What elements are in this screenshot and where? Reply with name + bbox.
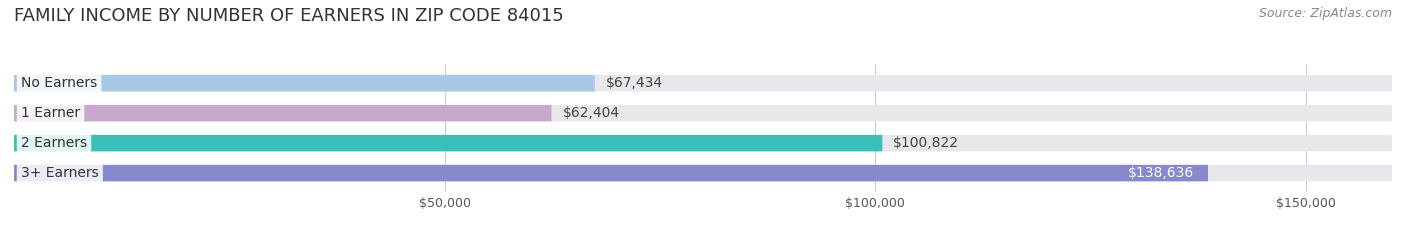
Text: $100,822: $100,822: [893, 136, 959, 150]
FancyBboxPatch shape: [14, 135, 883, 151]
FancyBboxPatch shape: [14, 165, 1392, 181]
FancyBboxPatch shape: [14, 165, 1208, 181]
FancyBboxPatch shape: [14, 75, 1392, 92]
Text: No Earners: No Earners: [21, 76, 97, 90]
Text: 2 Earners: 2 Earners: [21, 136, 87, 150]
Text: $67,434: $67,434: [606, 76, 664, 90]
FancyBboxPatch shape: [14, 105, 551, 121]
Text: 1 Earner: 1 Earner: [21, 106, 80, 120]
Text: 3+ Earners: 3+ Earners: [21, 166, 98, 180]
FancyBboxPatch shape: [14, 75, 595, 92]
Text: $138,636: $138,636: [1128, 166, 1194, 180]
Text: Source: ZipAtlas.com: Source: ZipAtlas.com: [1258, 7, 1392, 20]
FancyBboxPatch shape: [14, 105, 1392, 121]
FancyBboxPatch shape: [14, 135, 1392, 151]
Text: $62,404: $62,404: [562, 106, 620, 120]
Text: FAMILY INCOME BY NUMBER OF EARNERS IN ZIP CODE 84015: FAMILY INCOME BY NUMBER OF EARNERS IN ZI…: [14, 7, 564, 25]
